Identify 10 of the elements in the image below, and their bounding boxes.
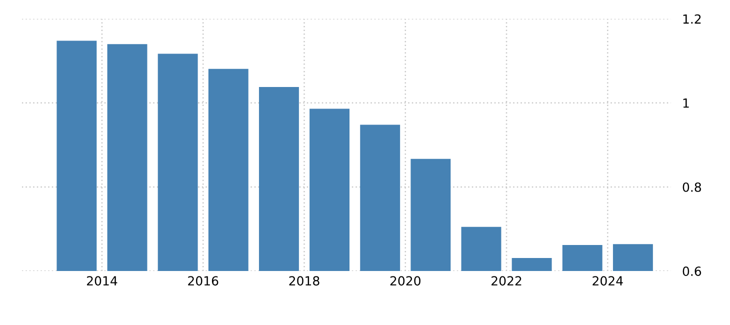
x-tick-label: 2018 [289, 276, 320, 286]
x-tick-label: 2024 [592, 276, 623, 286]
y-tick-label: 1 [683, 98, 689, 108]
y-tick-label: 0.6 [682, 266, 702, 276]
x-tick-label: 2016 [188, 276, 218, 286]
x-tick-label: 2020 [390, 276, 420, 286]
x-tick-label: 2014 [86, 276, 118, 286]
y-tick-label: 1.2 [683, 14, 701, 24]
x-tick-label: 2022 [492, 276, 522, 286]
y-tick-label: 0.8 [682, 182, 702, 192]
